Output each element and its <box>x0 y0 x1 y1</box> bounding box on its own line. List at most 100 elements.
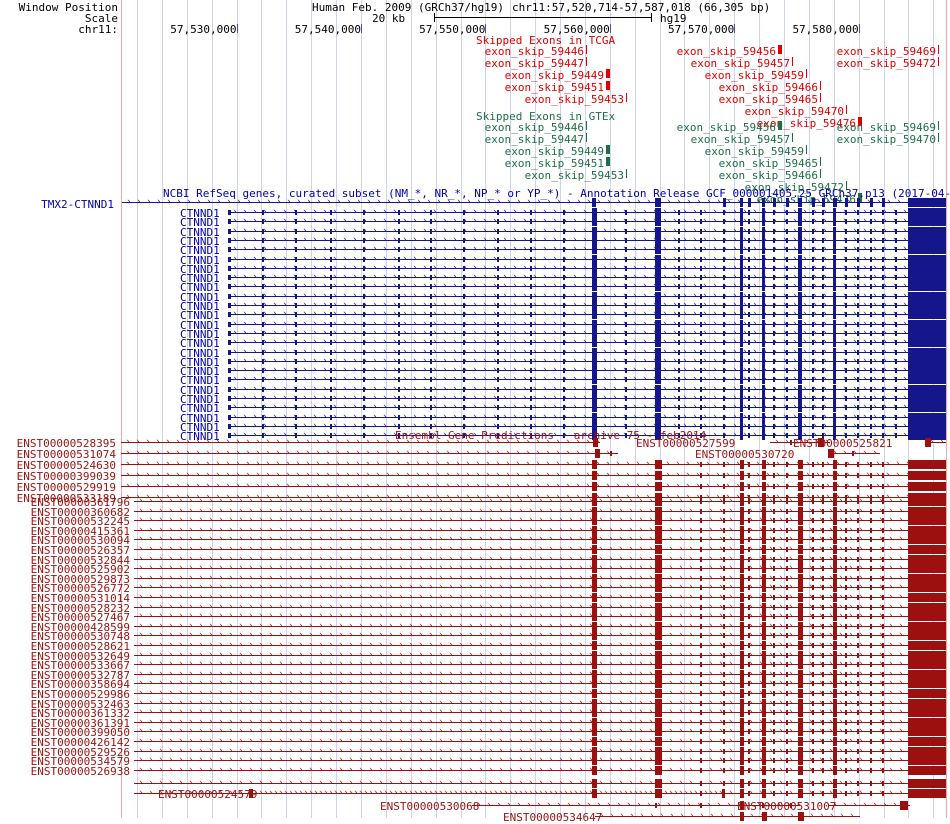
exon-block[interactable] <box>430 303 432 308</box>
exon-block[interactable] <box>786 266 788 271</box>
exon-block[interactable] <box>895 229 897 234</box>
exon-block[interactable] <box>822 473 824 478</box>
exon-block[interactable] <box>262 331 264 336</box>
exon-block[interactable] <box>882 595 884 600</box>
exon-block[interactable] <box>882 284 884 289</box>
skipped-exon-label[interactable]: exon_skip_59457 <box>678 134 790 145</box>
exon-block[interactable] <box>295 275 297 280</box>
exon-block[interactable] <box>786 484 788 489</box>
exon-block[interactable] <box>497 405 499 410</box>
exon-block[interactable] <box>398 294 400 299</box>
exon-block[interactable] <box>798 460 803 469</box>
exon-block[interactable] <box>812 359 814 364</box>
exon-block[interactable] <box>908 217 946 226</box>
exon-block[interactable] <box>228 238 231 243</box>
exon-block[interactable] <box>497 377 499 382</box>
exon-block[interactable] <box>363 340 365 345</box>
skipped-exon-label[interactable]: exon_skip_59449 <box>492 70 604 81</box>
exon-block[interactable] <box>822 229 824 234</box>
exon-block[interactable] <box>592 612 597 621</box>
exon-block[interactable] <box>363 322 365 327</box>
skipped-exon-tick[interactable] <box>626 93 627 102</box>
exon-block[interactable] <box>845 499 847 504</box>
exon-block[interactable] <box>773 518 775 523</box>
skipped-exon-label[interactable]: exon_skip_59466 <box>706 82 818 93</box>
exon-block[interactable] <box>786 340 788 345</box>
exon-block[interactable] <box>678 229 680 234</box>
exon-block[interactable] <box>655 338 661 347</box>
exon-block[interactable] <box>262 312 264 317</box>
exon-block[interactable] <box>798 245 802 254</box>
exon-block[interactable] <box>857 415 859 420</box>
exon-block[interactable] <box>530 247 532 252</box>
exon-block[interactable] <box>798 198 802 207</box>
exon-block[interactable] <box>530 312 532 317</box>
skipped-exon-label[interactable]: exon_skip_59456 <box>664 46 776 57</box>
exon-block[interactable] <box>857 624 859 629</box>
exon-block[interactable] <box>700 238 702 243</box>
exon-block[interactable] <box>530 322 532 327</box>
exon-block[interactable] <box>822 312 824 317</box>
exon-block[interactable] <box>723 198 726 207</box>
exon-block[interactable] <box>895 415 897 420</box>
exon-block[interactable] <box>870 424 872 429</box>
exon-block[interactable] <box>563 229 565 234</box>
exon-block[interactable] <box>822 633 824 638</box>
exon-block[interactable] <box>430 238 432 243</box>
exon-block[interactable] <box>882 238 884 243</box>
exon-block[interactable] <box>592 482 597 491</box>
exon-block[interactable] <box>398 340 400 345</box>
skipped-exon-tick[interactable] <box>820 157 821 166</box>
exon-block[interactable] <box>812 294 814 299</box>
exon-block[interactable] <box>822 238 824 243</box>
ensembl-transcript-label[interactable]: ENST00000530720 <box>695 449 794 460</box>
refseq-transcript-ctnnd1[interactable]: ››››››››››››››››››››››››››››››››››››››››… <box>228 310 946 319</box>
exon-block[interactable] <box>430 322 432 327</box>
exon-block[interactable] <box>678 257 680 262</box>
exon-block[interactable] <box>463 303 465 308</box>
ensembl-transcript-feature[interactable]: ››››››››››››››››››››››››››››››››››››››››… <box>134 583 946 592</box>
exon-block[interactable] <box>748 350 750 355</box>
exon-block[interactable] <box>845 257 847 262</box>
ensembl-transcript-feature[interactable]: ››››››››››››››››››››››››››››››››››››››››… <box>134 641 946 650</box>
exon-block[interactable] <box>463 275 465 280</box>
exon-block[interactable] <box>563 303 565 308</box>
exon-block[interactable] <box>786 557 788 562</box>
exon-block[interactable] <box>723 238 725 243</box>
exon-block[interactable] <box>812 509 814 514</box>
exon-block[interactable] <box>857 229 859 234</box>
exon-block[interactable] <box>398 238 400 243</box>
exon-block[interactable] <box>700 312 702 317</box>
exon-block[interactable] <box>330 322 332 327</box>
exon-block[interactable] <box>822 484 824 489</box>
exon-block[interactable] <box>812 557 814 562</box>
exon-block[interactable] <box>822 576 824 581</box>
exon-block[interactable] <box>895 377 897 382</box>
exon-block[interactable] <box>740 482 744 491</box>
exon-block[interactable] <box>882 340 884 345</box>
exon-block[interactable] <box>295 359 297 364</box>
exon-block[interactable] <box>700 219 702 224</box>
exon-block[interactable] <box>773 303 775 308</box>
exon-block[interactable] <box>857 322 859 327</box>
exon-block[interactable] <box>678 368 680 373</box>
exon-block[interactable] <box>870 294 872 299</box>
exon-block[interactable] <box>833 603 837 612</box>
exon-block[interactable] <box>625 275 627 280</box>
exon-block[interactable] <box>592 310 597 319</box>
exon-block[interactable] <box>295 210 297 215</box>
exon-block[interactable] <box>845 275 847 280</box>
exon-block[interactable] <box>833 574 837 583</box>
exon-block[interactable] <box>330 331 332 336</box>
exon-block[interactable] <box>822 275 824 280</box>
exon-block[interactable] <box>773 368 775 373</box>
exon-block[interactable] <box>822 424 824 429</box>
exon-block[interactable] <box>798 535 803 544</box>
exon-block[interactable] <box>228 229 231 234</box>
exon-block[interactable] <box>895 405 897 410</box>
exon-block[interactable] <box>798 545 803 554</box>
exon-block[interactable] <box>678 322 680 327</box>
exon-block[interactable] <box>845 284 847 289</box>
exon-block[interactable] <box>870 509 872 514</box>
exon-block[interactable] <box>363 350 365 355</box>
